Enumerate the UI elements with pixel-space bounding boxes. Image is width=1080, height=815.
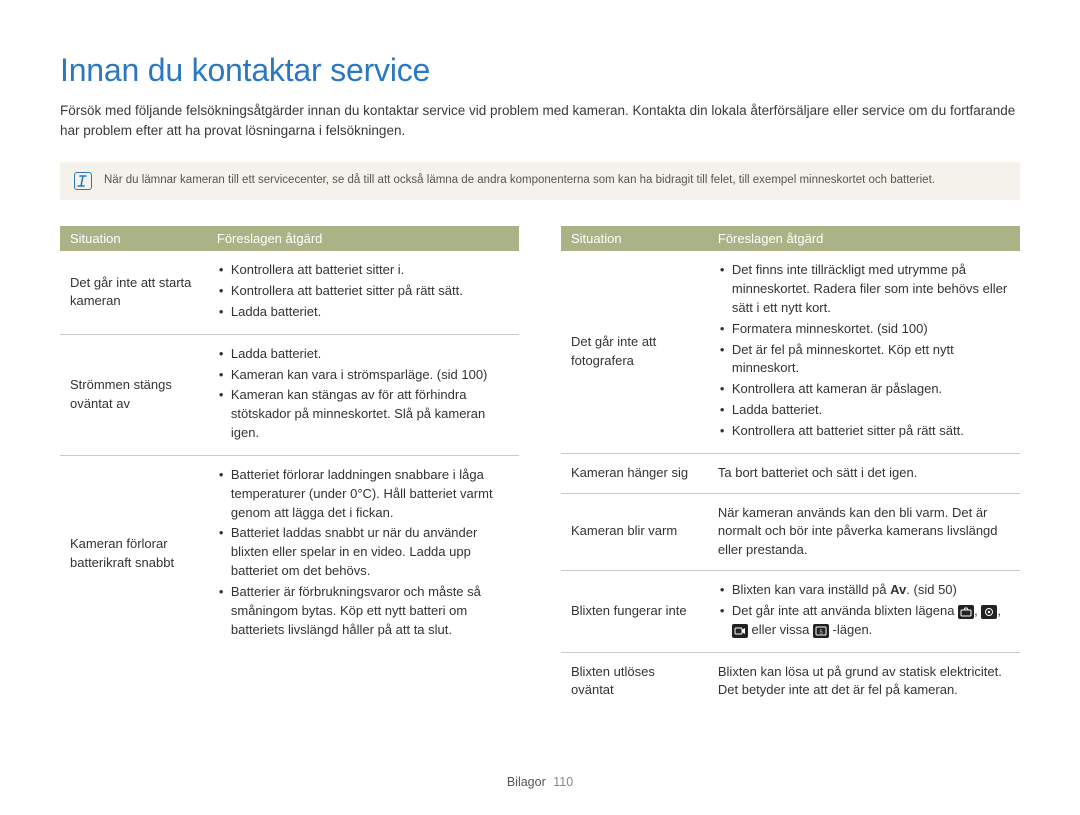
note-icon — [74, 172, 92, 190]
note-box: När du lämnar kameran till ett servicece… — [60, 162, 1020, 200]
table-row: Strömmen stängs oväntat av Ladda batteri… — [60, 334, 519, 455]
action-cell: Kontrollera att batteriet sitter i. Kont… — [207, 251, 519, 334]
action-cell: Blixten kan vara inställd på Av. (sid 50… — [708, 571, 1020, 653]
list-item: Ladda batteriet. — [217, 345, 509, 364]
footer-page: 110 — [553, 775, 573, 789]
list-item: Kontrollera att kameran är påslagen. — [718, 380, 1010, 399]
list-item: Ladda batteriet. — [718, 401, 1010, 420]
flash-line2-prefix: Det går inte att använda blixten lägena — [732, 603, 958, 618]
situation-cell: Blixten fungerar inte — [561, 571, 708, 653]
list-item: Kontrollera att batteriet sitter på rätt… — [217, 282, 509, 301]
action-cell: Blixten kan lösa ut på grund av statisk … — [708, 652, 1020, 710]
flash-line1-prefix: Blixten kan vara inställd på — [732, 582, 890, 597]
list-item: Blixten kan vara inställd på Av. (sid 50… — [718, 581, 1010, 600]
table-row: Kameran hänger sig Ta bort batteriet och… — [561, 453, 1020, 493]
situation-cell: Det går inte att starta kameran — [60, 251, 207, 334]
action-cell: Ladda batteriet. Kameran kan vara i strö… — [207, 334, 519, 455]
list-item: Kameran kan vara i strömsparläge. (sid 1… — [217, 366, 509, 385]
right-column: Situation Föreslagen åtgärd Det går inte… — [561, 226, 1020, 710]
situation-cell: Kameran förlorar batterikraft snabbt — [60, 455, 207, 651]
action-cell: Ta bort batteriet och sätt i det igen. — [708, 453, 1020, 493]
th-situation: Situation — [561, 226, 708, 251]
list-item: Det går inte att använda blixten lägena … — [718, 602, 1010, 640]
table-row: Blixten utlöses oväntat Blixten kan lösa… — [561, 652, 1020, 710]
mode-smart-icon — [981, 605, 997, 619]
list-item: Kontrollera att batteriet sitter i. — [217, 261, 509, 280]
table-row: Kameran förlorar batterikraft snabbt Bat… — [60, 455, 519, 651]
situation-cell: Blixten utlöses oväntat — [561, 652, 708, 710]
columns: Situation Föreslagen åtgärd Det går inte… — [60, 226, 1020, 710]
troubleshoot-table-right: Situation Föreslagen åtgärd Det går inte… — [561, 226, 1020, 710]
action-cell: Batteriet förlorar laddningen snabbare i… — [207, 455, 519, 651]
footer-section: Bilagor — [507, 775, 546, 789]
flash-line1-suffix: . (sid 50) — [906, 582, 957, 597]
footer: Bilagor 110 — [0, 775, 1080, 789]
note-text: När du lämnar kameran till ett servicece… — [104, 172, 935, 188]
list-item: Batterier är förbrukningsvaror och måste… — [217, 583, 509, 640]
situation-cell: Strömmen stängs oväntat av — [60, 334, 207, 455]
list-item: Kameran kan stängas av för att förhindra… — [217, 386, 509, 443]
table-row: Det går inte att starta kameran Kontroll… — [60, 251, 519, 334]
flash-line2-mid: eller vissa — [752, 622, 813, 637]
th-action: Föreslagen åtgärd — [708, 226, 1020, 251]
mode-dual-icon — [958, 605, 974, 619]
mode-scene-icon: S — [813, 624, 829, 638]
mode-movie-icon — [732, 624, 748, 638]
flash-line2-suffix: -lägen. — [833, 622, 873, 637]
list-item: Batteriet förlorar laddningen snabbare i… — [217, 466, 509, 523]
list-item: Det är fel på minneskortet. Köp ett nytt… — [718, 341, 1010, 379]
action-cell: När kameran används kan den bli varm. De… — [708, 493, 1020, 571]
action-cell: Det finns inte tillräckligt med utrymme … — [708, 251, 1020, 453]
troubleshoot-table-left: Situation Föreslagen åtgärd Det går inte… — [60, 226, 519, 651]
list-item: Kontrollera att batteriet sitter på rätt… — [718, 422, 1010, 441]
situation-cell: Kameran blir varm — [561, 493, 708, 571]
table-row: Kameran blir varm När kameran används ka… — [561, 493, 1020, 571]
situation-cell: Kameran hänger sig — [561, 453, 708, 493]
list-item: Ladda batteriet. — [217, 303, 509, 322]
situation-cell: Det går inte att fotografera — [561, 251, 708, 453]
table-row: Blixten fungerar inte Blixten kan vara i… — [561, 571, 1020, 653]
left-column: Situation Föreslagen åtgärd Det går inte… — [60, 226, 519, 710]
flash-line1-bold: Av — [890, 582, 906, 597]
th-situation: Situation — [60, 226, 207, 251]
list-item: Formatera minneskortet. (sid 100) — [718, 320, 1010, 339]
list-item: Batteriet laddas snabbt ur när du använd… — [217, 524, 509, 581]
table-row: Det går inte att fotografera Det finns i… — [561, 251, 1020, 453]
intro-paragraph: Försök med följande felsökningsåtgärder … — [60, 101, 1020, 140]
th-action: Föreslagen åtgärd — [207, 226, 519, 251]
list-item: Det finns inte tillräckligt med utrymme … — [718, 261, 1010, 318]
page-title: Innan du kontaktar service — [60, 52, 1020, 89]
